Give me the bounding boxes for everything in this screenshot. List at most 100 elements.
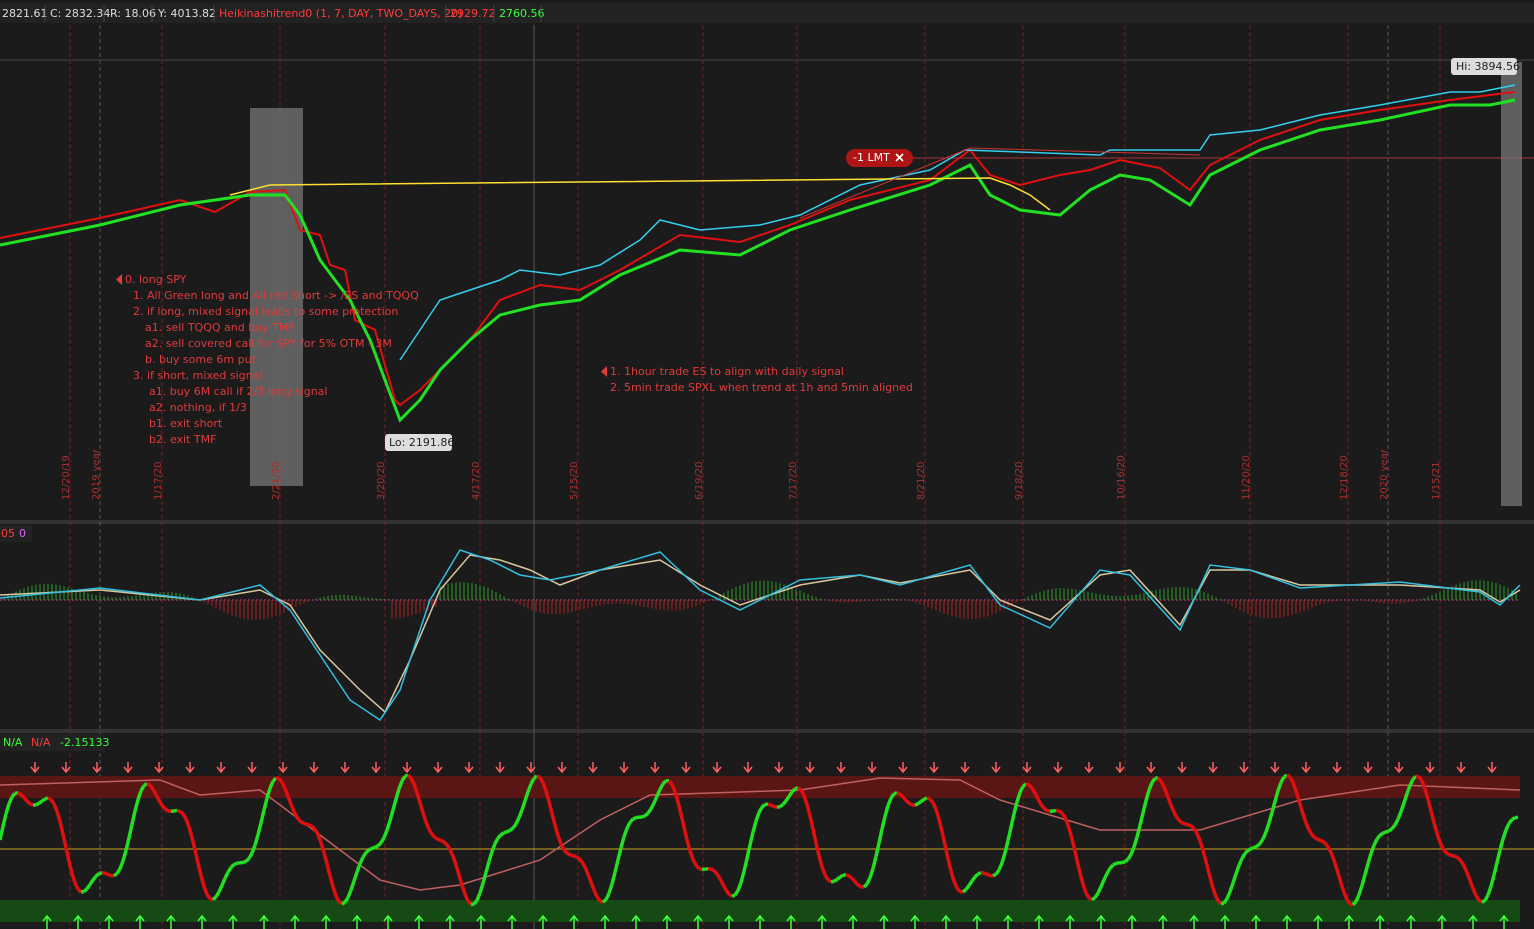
study-value: 2929.72 (450, 7, 496, 20)
osc-line (1042, 806, 1049, 812)
sell-arrow (1208, 762, 1218, 774)
osc-line (943, 844, 950, 860)
osc-line (181, 812, 188, 820)
osc-line (1471, 887, 1478, 897)
date-label: 5/15/20 (569, 461, 580, 500)
osc-line (733, 889, 740, 897)
osc-line (784, 795, 791, 802)
osc-line (572, 854, 577, 859)
osc-line (1372, 838, 1379, 846)
osc-line (1468, 879, 1475, 889)
sell-arrow (867, 762, 877, 774)
osc-line (739, 871, 746, 883)
osc-line (1129, 846, 1136, 856)
osc-line (1115, 861, 1120, 866)
osc-line (1385, 829, 1390, 834)
note-line: a2. sell covered call for SPY for 5% OTM… (145, 337, 392, 350)
sell-arrow (123, 762, 133, 774)
overbought-zone (0, 776, 1520, 798)
osc-line (919, 797, 926, 803)
order-badge[interactable] (846, 149, 913, 167)
osc-line (118, 860, 125, 870)
osc-line (262, 797, 269, 811)
osc-line (217, 884, 224, 893)
osc-line (748, 831, 755, 846)
osc-line (1481, 899, 1486, 904)
osc-line (871, 856, 878, 869)
note-line: 2. if long, mixed signal leads to some p… (133, 305, 398, 318)
hi-badge (1451, 58, 1517, 75)
sell-arrow (991, 762, 1001, 774)
osc-line (1192, 827, 1199, 835)
osc-line (1363, 863, 1370, 876)
osc-line (424, 821, 431, 830)
osc-line (523, 791, 530, 802)
osc-line (1270, 800, 1277, 813)
sell-arrow (1270, 762, 1280, 774)
close: C: 2832.34 (50, 7, 110, 20)
osc-line (1426, 798, 1433, 812)
buy-arrow (786, 914, 796, 929)
osc-line (983, 871, 988, 876)
osc-line (1105, 867, 1112, 875)
osc-line (316, 834, 323, 844)
buy-arrow (1251, 914, 1261, 929)
osc-line (394, 788, 401, 800)
osc-line (731, 893, 736, 898)
order-label: -1 LMT (853, 151, 890, 164)
osc-line (209, 897, 214, 902)
buy-arrow (1468, 914, 1478, 929)
osc-line (977, 871, 982, 876)
osc-line (133, 799, 140, 812)
osc-line (199, 875, 206, 887)
osc-line (1360, 874, 1367, 887)
study-value: 2760.56 (499, 7, 545, 20)
osc-line (184, 818, 191, 828)
osc-line (1184, 822, 1189, 827)
date-label: 11/20/20 (1241, 455, 1252, 500)
osc-line (1121, 860, 1126, 865)
note-line: a2. nothing, if 1/3 (149, 401, 247, 414)
osc-line (1306, 827, 1313, 835)
osc-line (368, 846, 373, 852)
osc-line (292, 810, 299, 818)
separator (0, 729, 1534, 733)
osc-line (893, 791, 898, 796)
osc-line (781, 799, 788, 806)
osc-line (1187, 823, 1192, 828)
osc-line (529, 777, 536, 785)
osc-line (154, 793, 161, 801)
osc-line (553, 824, 560, 837)
osc-line (139, 784, 146, 792)
osc-line (1072, 846, 1079, 861)
osc-line (1264, 822, 1271, 833)
sell-arrow (650, 762, 660, 774)
osc-line (160, 804, 167, 810)
buy-arrow (1282, 914, 1292, 929)
sell-arrow (185, 762, 195, 774)
osc-line (580, 860, 587, 869)
osc-line (547, 801, 554, 814)
macd-header (0, 525, 32, 542)
osc-line (1078, 872, 1085, 885)
osc-line (641, 814, 646, 819)
sell-arrow (1146, 762, 1156, 774)
osc-line (586, 873, 593, 883)
osc-line (853, 880, 860, 887)
buy-arrow (259, 914, 269, 929)
osc-line (298, 819, 305, 825)
osc-line (1132, 836, 1139, 848)
osc-line (0, 825, 5, 841)
sell-arrow (1084, 762, 1094, 774)
osc-line (770, 803, 775, 809)
osc-line (1141, 800, 1148, 814)
osc-line (1417, 775, 1424, 783)
date-label: 12/18/20 (1339, 455, 1350, 500)
osc-line (388, 809, 395, 822)
osc-line (679, 813, 686, 828)
close-icon[interactable] (895, 153, 904, 162)
osc-line (649, 802, 656, 810)
buy-arrow (445, 914, 455, 929)
osc-line (91, 875, 98, 882)
osc-line (244, 857, 251, 863)
